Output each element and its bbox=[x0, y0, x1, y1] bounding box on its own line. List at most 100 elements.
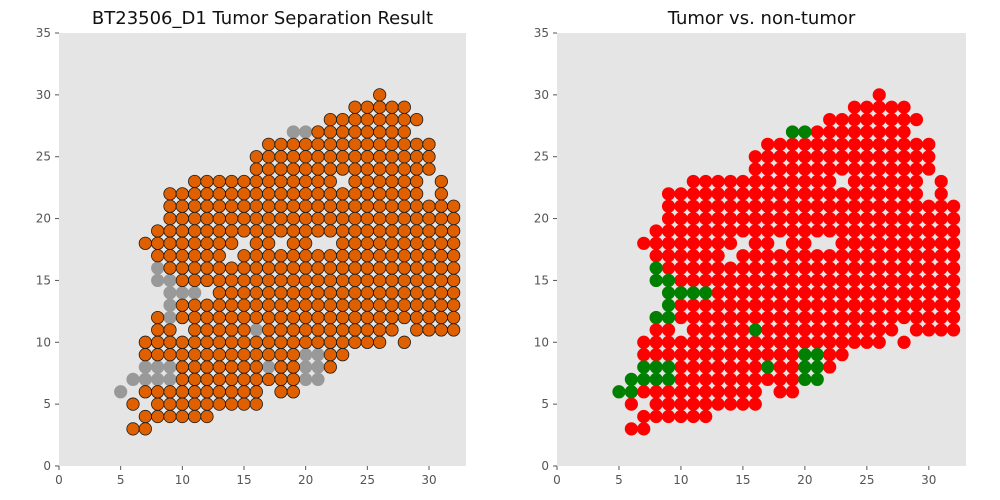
data-point bbox=[311, 125, 325, 139]
data-point bbox=[711, 286, 725, 300]
data-point bbox=[348, 298, 362, 312]
data-point bbox=[624, 372, 638, 386]
data-point bbox=[736, 273, 750, 288]
data-point bbox=[237, 199, 251, 213]
data-point bbox=[674, 249, 688, 263]
data-point bbox=[897, 224, 911, 238]
data-point bbox=[761, 137, 775, 151]
data-point bbox=[699, 397, 713, 411]
data-point bbox=[336, 125, 350, 139]
data-point bbox=[286, 174, 300, 189]
data-point bbox=[686, 409, 700, 424]
data-point bbox=[151, 385, 165, 399]
data-point bbox=[212, 298, 226, 312]
data-point bbox=[823, 323, 837, 337]
data-point bbox=[311, 298, 325, 312]
data-point bbox=[699, 261, 713, 275]
data-point bbox=[360, 162, 374, 176]
data-point bbox=[237, 174, 251, 189]
data-point bbox=[885, 261, 899, 275]
data-point bbox=[711, 323, 725, 337]
scatter-points bbox=[114, 88, 461, 436]
data-point bbox=[686, 187, 700, 201]
data-point bbox=[897, 100, 911, 114]
data-point bbox=[212, 236, 226, 250]
data-point bbox=[860, 323, 874, 337]
data-point bbox=[151, 310, 165, 325]
panel-tumor-vs-non-tumor: Tumor vs. non-tumor 0 5 10 15 20 25 30 0 5 10 15 2… bbox=[534, 8, 966, 487]
data-point bbox=[711, 249, 725, 263]
data-point bbox=[922, 286, 936, 300]
data-point bbox=[237, 348, 251, 362]
data-point bbox=[798, 323, 812, 337]
data-point bbox=[699, 273, 713, 288]
data-point bbox=[348, 310, 362, 325]
data-point bbox=[397, 113, 411, 127]
data-point bbox=[336, 162, 350, 176]
data-point bbox=[773, 385, 787, 399]
data-point bbox=[422, 273, 436, 288]
data-point bbox=[311, 360, 325, 374]
data-point bbox=[348, 335, 362, 349]
data-point bbox=[262, 187, 276, 201]
data-point bbox=[761, 187, 775, 201]
data-point bbox=[200, 323, 214, 337]
data-point bbox=[723, 323, 738, 337]
data-point bbox=[447, 286, 461, 300]
data-point bbox=[212, 397, 226, 411]
x-axis: 0 5 10 15 20 25 30 bbox=[55, 466, 437, 487]
data-point bbox=[299, 372, 313, 386]
data-point bbox=[761, 150, 775, 164]
data-point bbox=[922, 224, 936, 238]
data-point bbox=[286, 372, 300, 386]
data-point bbox=[649, 261, 663, 275]
y-tick-label: 25 bbox=[534, 150, 549, 164]
data-point bbox=[736, 249, 750, 263]
data-point bbox=[785, 323, 800, 337]
data-point bbox=[761, 298, 775, 312]
data-point bbox=[286, 298, 300, 312]
data-point bbox=[810, 360, 824, 374]
data-point bbox=[624, 422, 638, 436]
data-point bbox=[323, 335, 337, 349]
data-point bbox=[188, 397, 202, 411]
data-point bbox=[723, 273, 738, 288]
data-point bbox=[274, 348, 288, 362]
data-point bbox=[773, 360, 787, 374]
data-point bbox=[637, 409, 651, 424]
data-point bbox=[385, 323, 399, 337]
data-point bbox=[711, 224, 725, 238]
data-point bbox=[175, 372, 189, 386]
data-point bbox=[748, 187, 762, 201]
data-point bbox=[188, 335, 202, 349]
data-point bbox=[922, 236, 936, 250]
data-point bbox=[360, 286, 374, 300]
data-point bbox=[212, 310, 226, 325]
data-point bbox=[422, 137, 436, 151]
data-point bbox=[422, 261, 436, 275]
data-point bbox=[860, 273, 874, 288]
data-point bbox=[299, 162, 313, 176]
data-point bbox=[348, 224, 362, 238]
data-point bbox=[736, 199, 750, 213]
data-point bbox=[785, 360, 800, 374]
data-point bbox=[397, 298, 411, 312]
data-point bbox=[885, 162, 899, 176]
data-point bbox=[373, 335, 387, 349]
data-point bbox=[212, 249, 226, 263]
data-point bbox=[860, 174, 874, 189]
data-point bbox=[397, 249, 411, 263]
data-point bbox=[274, 211, 288, 226]
data-point bbox=[661, 385, 676, 399]
data-point bbox=[934, 261, 948, 275]
data-point bbox=[847, 125, 862, 139]
data-point bbox=[151, 335, 165, 349]
data-point bbox=[810, 249, 824, 263]
data-point bbox=[323, 273, 337, 288]
data-point bbox=[385, 187, 399, 201]
data-point bbox=[674, 372, 688, 386]
data-point bbox=[274, 298, 288, 312]
data-point bbox=[773, 286, 787, 300]
data-point bbox=[225, 187, 239, 201]
data-point bbox=[835, 249, 849, 263]
